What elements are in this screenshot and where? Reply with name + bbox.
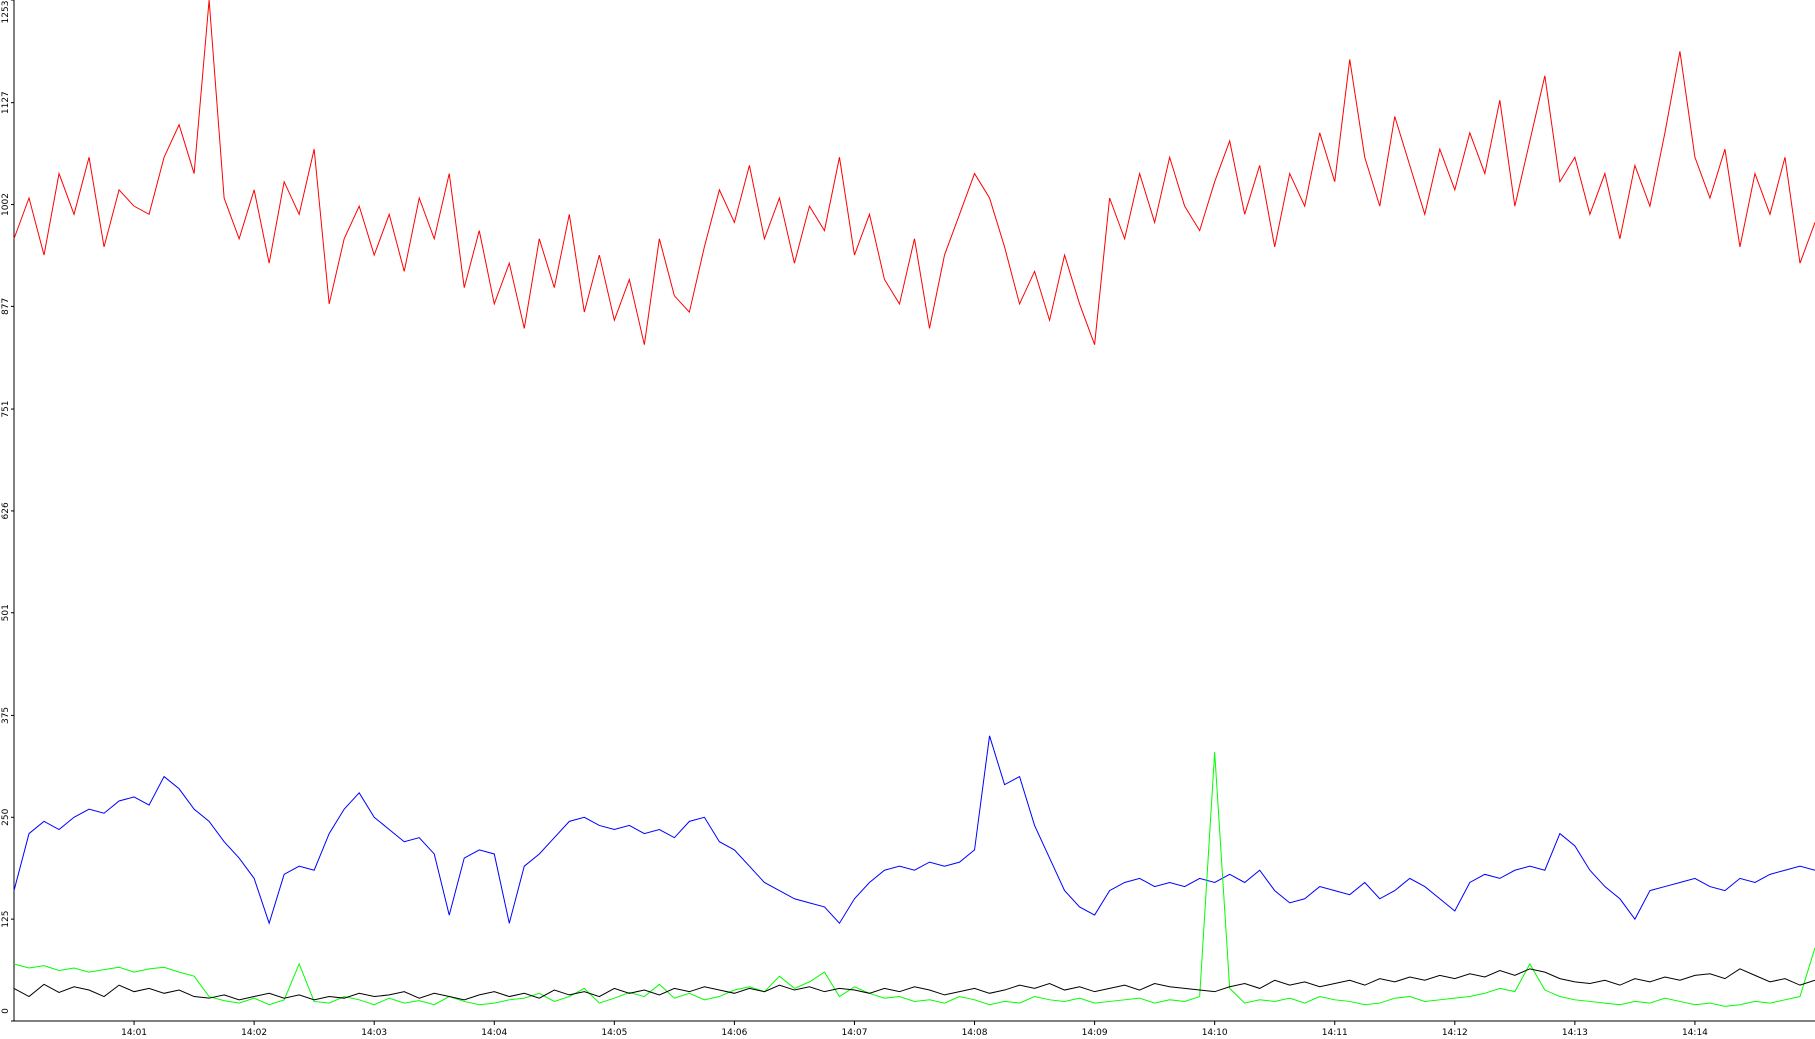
series-line (13, 0, 1815, 345)
series-line (13, 752, 1815, 1007)
y-tick-label: 250 (1, 808, 11, 825)
y-tick-label: 626 (1, 502, 11, 519)
x-tick-label: 14:11 (1322, 1028, 1348, 1038)
y-tick-label: 501 (1, 604, 11, 621)
x-tick-label: 14:01 (121, 1028, 147, 1038)
x-tick-label: 14:04 (481, 1028, 507, 1038)
x-tick-label: 14:10 (1202, 1028, 1228, 1038)
y-tick-label: 375 (1, 707, 11, 724)
y-tick-label: 877 (1, 298, 11, 315)
x-tick-label: 14:14 (1682, 1028, 1708, 1038)
series-line (13, 735, 1815, 925)
y-tick-label: 1002 (1, 193, 11, 216)
y-tick-label: 1127 (1, 91, 11, 114)
x-tick-label: 14:06 (721, 1028, 747, 1038)
x-tick-label: 14:09 (1082, 1028, 1108, 1038)
x-tick-label: 14:08 (962, 1028, 988, 1038)
y-tick-label: 751 (1, 400, 11, 417)
y-tick-label: 125 (1, 911, 11, 928)
x-tick-label: 14:02 (241, 1028, 267, 1038)
y-tick-label: 1253 (1, 1, 11, 24)
series-line (13, 968, 1815, 1001)
x-tick-label: 14:12 (1442, 1028, 1468, 1038)
x-tick-label: 14:13 (1562, 1028, 1588, 1038)
y-tick-label: 0 (1, 1008, 11, 1014)
x-tick-label: 14:03 (361, 1028, 387, 1038)
x-tick-label: 14:05 (601, 1028, 627, 1038)
x-tick-label: 14:07 (841, 1028, 867, 1038)
